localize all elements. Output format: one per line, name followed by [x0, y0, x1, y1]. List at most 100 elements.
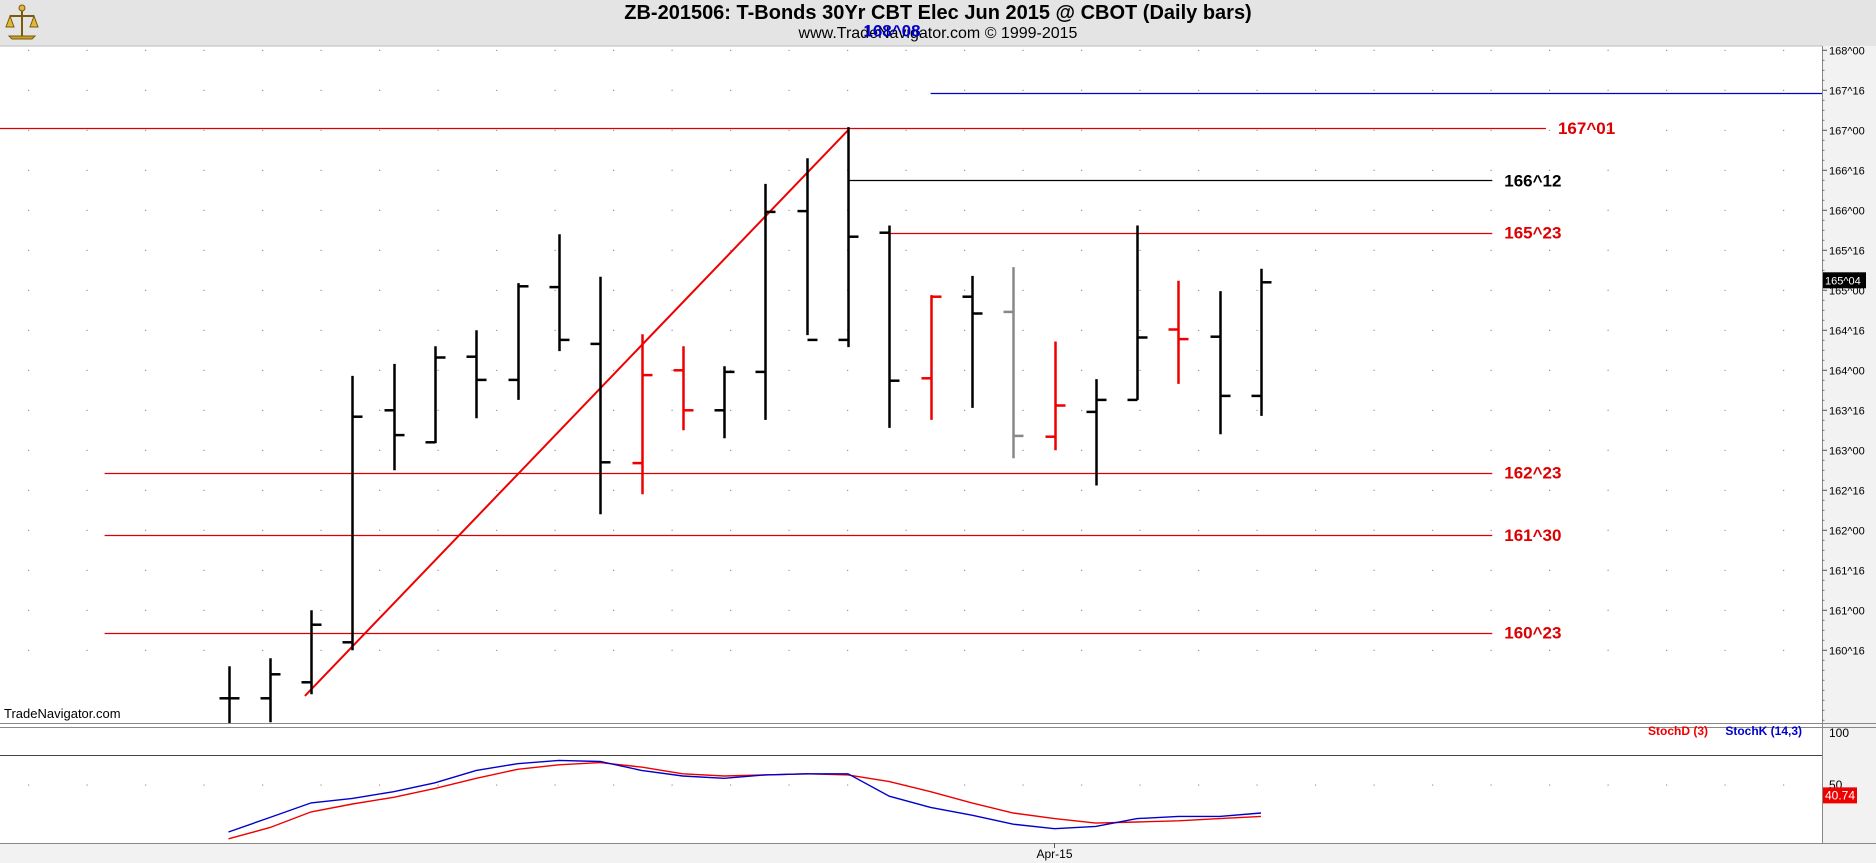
grid-dot [1022, 129, 1024, 131]
grid-dot [671, 449, 673, 451]
grid-dot [437, 329, 439, 331]
stoch-value-tag [1823, 787, 1857, 804]
grid-dot [437, 489, 439, 491]
grid-dot [1724, 49, 1726, 51]
x-tick-label: Apr-15 [1036, 847, 1072, 861]
grid-dot [1783, 209, 1785, 211]
grid-dot [788, 169, 790, 171]
grid-dot [964, 409, 966, 411]
grid-dot [320, 289, 322, 291]
grid-dot [379, 409, 381, 411]
grid-dot [847, 649, 849, 651]
grid-dot [1081, 329, 1083, 331]
ohlc-bar [1086, 379, 1107, 486]
grid-dot [1783, 569, 1785, 571]
legend-stochD: StochD (3) [1648, 724, 1708, 738]
grid-dot [262, 449, 264, 451]
grid-dot [1139, 289, 1141, 291]
grid-dot [379, 49, 381, 51]
grid-dot [905, 89, 907, 91]
grid-dot [320, 169, 322, 171]
grid-dot [1724, 649, 1726, 651]
grid-dot [1315, 409, 1317, 411]
time-axis [0, 843, 1876, 863]
grid-dot [1256, 449, 1258, 451]
grid-dot [788, 609, 790, 611]
chart-subtitle: www.TradeNavigator.com © 1999-2015 [798, 25, 1078, 42]
grid-dot [1022, 489, 1024, 491]
y-tick-label: 164^00 [1829, 365, 1865, 377]
grid-dot [554, 449, 556, 451]
grid-dot [964, 449, 966, 451]
grid-dot [788, 449, 790, 451]
ohlc-bar [1168, 280, 1189, 384]
grid-dot [730, 529, 732, 531]
grid-dot [203, 89, 205, 91]
grid-dot [554, 89, 556, 91]
grid-dot [1666, 784, 1668, 786]
grid-dot [1315, 784, 1317, 786]
grid-dot [788, 289, 790, 291]
grid-dot [28, 209, 30, 211]
grid-dot [613, 609, 615, 611]
grid-dot [1198, 369, 1200, 371]
grid-dot [964, 249, 966, 251]
grid-dot [1666, 409, 1668, 411]
grid-dot [1315, 569, 1317, 571]
grid-dot [437, 649, 439, 651]
grid-dot [1607, 209, 1609, 211]
grid-dot [1022, 609, 1024, 611]
grid-dot [145, 89, 147, 91]
grid-dot [1139, 649, 1141, 651]
grid-dot [1139, 89, 1141, 91]
grid-dot [788, 784, 790, 786]
y-tick-label: 167^00 [1829, 125, 1865, 137]
grid-dot [496, 129, 498, 131]
grid-dot [905, 209, 907, 211]
grid-dot [671, 529, 673, 531]
grid-dot [554, 489, 556, 491]
y-tick-label: 161^16 [1829, 565, 1865, 577]
grid-dot [964, 369, 966, 371]
grid-dot [1490, 329, 1492, 331]
grid-dot [496, 529, 498, 531]
stochK-line [228, 759, 1262, 833]
level-label: 168^08 [863, 21, 920, 40]
grid-dot [1724, 784, 1726, 786]
grid-dot [1724, 529, 1726, 531]
grid-dot [1081, 89, 1083, 91]
grid-dot [28, 49, 30, 51]
ohlc-bar [466, 330, 487, 419]
grid-dot [28, 529, 30, 531]
grid-dot [203, 49, 205, 51]
grid-dot [28, 329, 30, 331]
grid-dot [905, 289, 907, 291]
grid-dot [1022, 409, 1024, 411]
grid-dot [964, 649, 966, 651]
grid-dot [1490, 169, 1492, 171]
grid-dot [1315, 529, 1317, 531]
grid-dot [145, 489, 147, 491]
grid-dot [437, 129, 439, 131]
grid-dot [86, 209, 88, 211]
grid-dot [964, 289, 966, 291]
grid-dot [847, 369, 849, 371]
grid-dot [554, 369, 556, 371]
grid-dot [788, 649, 790, 651]
grid-dot [1490, 489, 1492, 491]
grid-dot [730, 329, 732, 331]
grid-dot [1549, 369, 1551, 371]
grid-dot [1490, 209, 1492, 211]
grid-dot [1256, 489, 1258, 491]
grid-dot [86, 329, 88, 331]
grid-dot [1256, 569, 1258, 571]
grid-dot [730, 49, 732, 51]
y-tick-label: 167^16 [1829, 85, 1865, 97]
grid-dot [379, 569, 381, 571]
grid-dot [145, 649, 147, 651]
grid-dot [320, 529, 322, 531]
grid-dot [28, 784, 30, 786]
grid-dot [613, 784, 615, 786]
grid-dot [379, 169, 381, 171]
grid-dot [1783, 529, 1785, 531]
